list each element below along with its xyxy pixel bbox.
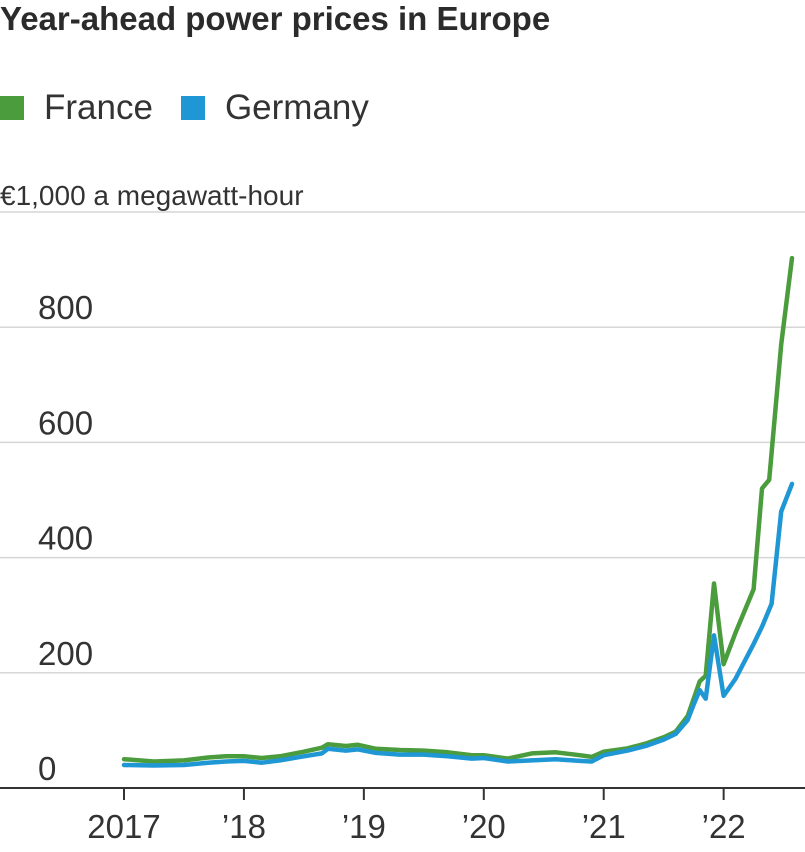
legend-label-germany: Germany — [224, 88, 369, 127]
y-tick-label-0: 0 — [38, 750, 56, 787]
legend: France Germany — [0, 88, 397, 128]
y-tick-label-800: 800 — [38, 289, 93, 326]
legend-item-germany: Germany — [180, 88, 369, 128]
gridlines — [0, 211, 805, 674]
y-tick-label-400: 400 — [38, 520, 93, 557]
y-tick-label-200: 200 — [38, 635, 93, 672]
y-axis: €1,000 a megawatt-hour 800 600 400 200 0 — [0, 180, 304, 787]
legend-label-france: France — [44, 88, 153, 127]
legend-item-france: France — [0, 88, 153, 128]
chart-title: Year-ahead power prices in Europe — [0, 0, 551, 37]
x-tick-label-2021: ’21 — [582, 808, 626, 845]
x-tick-label-2019: ’19 — [342, 808, 386, 845]
series-lines — [121, 255, 795, 768]
series-line-germany — [121, 481, 795, 768]
legend-swatch-france — [0, 96, 24, 120]
x-tick-label-2018: ’18 — [222, 808, 266, 845]
series-line-france — [121, 255, 795, 764]
legend-swatch-germany — [180, 96, 205, 120]
x-tick-label-2017: 2017 — [87, 808, 160, 845]
x-tick-label-2020: ’20 — [462, 808, 506, 845]
y-tick-label-600: 600 — [38, 404, 93, 441]
x-axis: 2017 ’18 ’19 ’20 ’21 ’22 — [0, 787, 805, 845]
y-tick-label-1000: €1,000 a megawatt-hour — [0, 180, 304, 211]
x-tick-label-2022: ’22 — [702, 808, 746, 845]
